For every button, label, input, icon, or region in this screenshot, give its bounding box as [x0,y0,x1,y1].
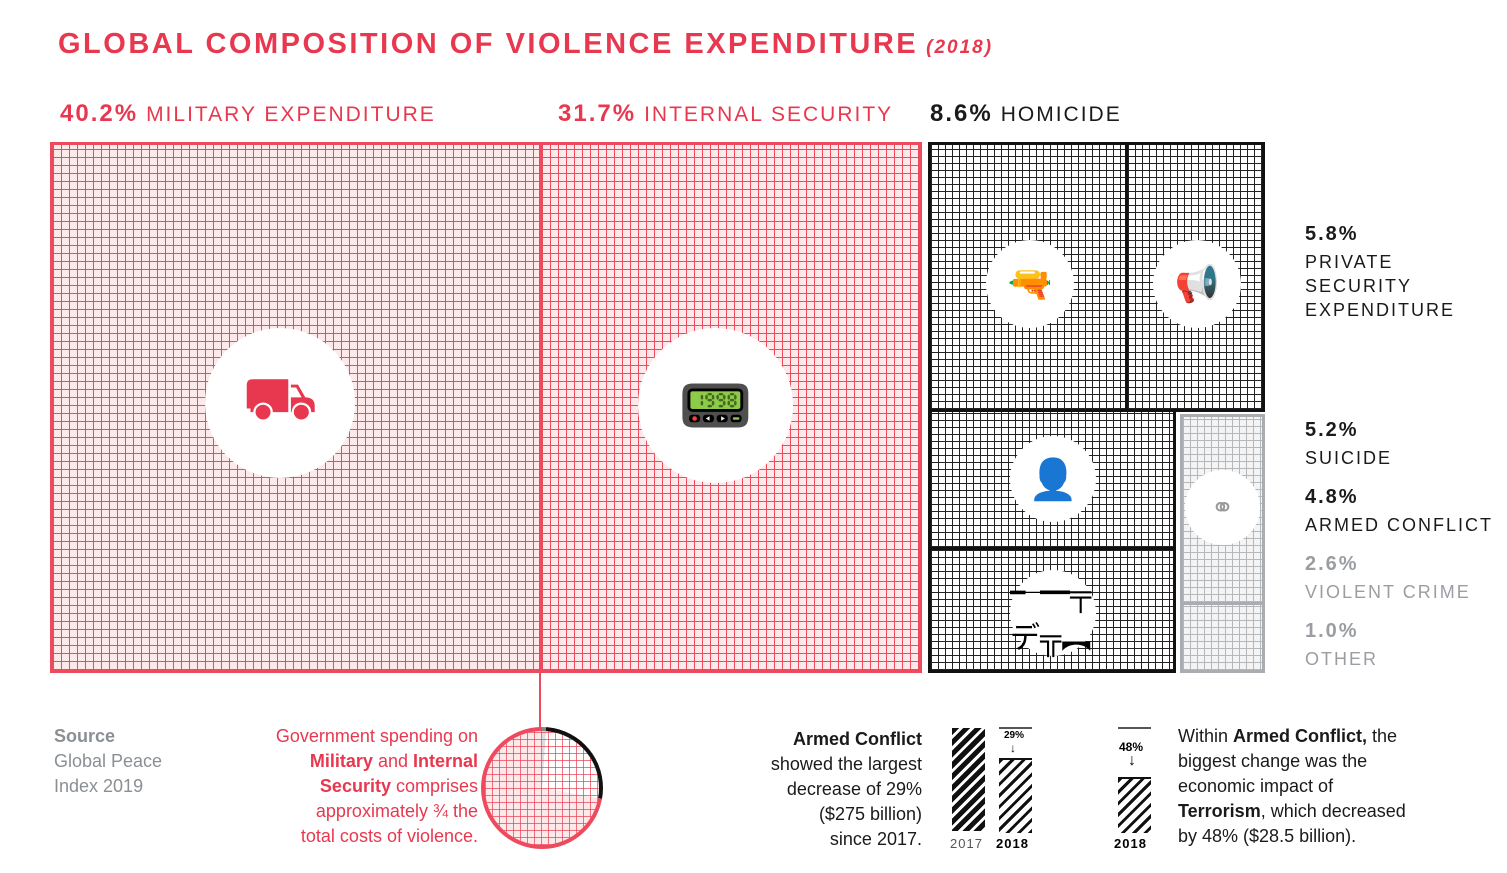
year-2018: 2018 [996,836,1029,851]
armed-name: ARMED CONFLICT [1305,515,1494,535]
other-pct: 1.0% [1305,620,1359,642]
armed-pct: 4.8% [1305,486,1359,508]
suicide-pct: 5.2% [1305,419,1359,441]
private-name1: PRIVATE [1305,252,1394,272]
terror-prev-level [1118,727,1151,729]
rifle-icon: ╾━╤デ╦︻ [1010,570,1096,656]
pie-note-l3b: comprises [390,776,478,796]
armed-note-l2: showed the largest [770,754,922,774]
revolver-icon: 🔫 [986,240,1074,328]
bar-terrorism-2018 [1118,777,1151,833]
military-pct: 40.2% [60,100,139,127]
title-year: (2018) [926,37,994,58]
walkie-talkie-icon: 📟 [638,328,793,483]
down-arrow-icon: ↓ [1010,741,1016,755]
terrorism-note: Within Armed Conflict, the biggest chang… [1178,724,1478,849]
suicide-name: SUICIDE [1305,448,1393,468]
homicide-name: HOMICIDE [1000,103,1122,126]
bar-2018-prev-level [999,727,1032,729]
suicide-label: 5.2% SUICIDE [1305,418,1392,470]
military-label: 40.2% MILITARY EXPENDITURE [60,100,436,128]
pie-note-l5: total costs of violence. [300,826,478,846]
title-text: GLOBAL COMPOSITION OF VIOLENCE EXPENDITU… [58,28,919,60]
down-arrow-icon: ↓ [1128,752,1136,769]
pie-note-l2a: Military [309,751,373,771]
pie-note-l2b: and [372,751,413,771]
bar-2017 [952,728,985,831]
terror-note-l3: economic impact of [1178,776,1334,796]
source-line1: Global Peace [54,751,163,771]
terror-note-l5: by 48% ($28.5 billion). [1178,826,1357,846]
armed-conflict-note: Armed Conflict showed the largest decrea… [720,727,922,852]
armed-note-l1: Armed Conflict [792,729,922,749]
pie-chart [481,727,603,849]
pie-connector [539,672,541,730]
terror-note-l1a: Within [1178,726,1234,746]
brass-knuckles-icon: ⚭ [1185,470,1260,545]
pie-note-l4: approximately ¾ the [315,801,478,821]
pie-note-l1: Government spending on [275,726,478,746]
homicide-label: 8.6% HOMICIDE [930,100,1122,128]
treemap-other [1180,602,1265,673]
internal-name: INTERNAL SECURITY [644,103,894,126]
pie-note: Government spending on Military and Inte… [230,724,478,849]
terror-change-label: 48% [1119,740,1144,754]
other-name: OTHER [1305,649,1378,669]
terror-year-2018: 2018 [1114,836,1147,851]
terror-note-l4a: Terrorism [1178,801,1261,821]
armed-note-l3: decrease of 29% [786,779,922,799]
internal-pct: 31.7% [558,100,637,127]
private-pct: 5.8% [1305,223,1359,245]
pie-grid [485,731,599,845]
bar-2018 [999,758,1032,833]
terror-note-l1c: the [1367,726,1398,746]
armed-note-l5: since 2017. [829,829,922,849]
tank-icon: ⛟ [205,328,355,478]
internal-label: 31.7% INTERNAL SECURITY [558,100,893,128]
person-icon: 👤 [1010,436,1096,522]
pie-note-l3a: Security [319,776,391,796]
terror-note-l1b: Armed Conflict, [1233,726,1368,746]
private-security-label: 5.8% PRIVATE SECURITY EXPENDITURE [1305,222,1455,322]
private-name2: SECURITY [1305,276,1413,296]
source-line2: Index 2019 [54,776,144,796]
private-name3: EXPENDITURE [1305,300,1456,320]
violent-crime-label: 2.6% VIOLENT CRIME [1305,552,1471,604]
source-label: Source [54,726,116,746]
armed-change-label: 29% [1004,730,1025,741]
year-2017: 2017 [950,836,983,851]
military-name: MILITARY EXPENDITURE [146,103,436,126]
other-label: 1.0% OTHER [1305,619,1378,671]
violent-name: VIOLENT CRIME [1305,582,1471,602]
megaphone-icon: 📢 [1153,240,1241,328]
terror-note-l4b: , which decreased [1260,801,1406,821]
treemap-suicide [928,409,1176,550]
page-title: GLOBAL COMPOSITION OF VIOLENCE EXPENDITU… [58,28,993,61]
armed-note-l4: ($275 billion) [818,804,922,824]
source-block: Source Global Peace Index 2019 [54,724,162,799]
terror-note-l2: biggest change was the [1178,751,1368,771]
violent-pct: 2.6% [1305,553,1359,575]
armed-conflict-label: 4.8% ARMED CONFLICT [1305,485,1493,537]
homicide-pct: 8.6% [930,100,993,127]
pie-note-l2c: Internal [412,751,478,771]
